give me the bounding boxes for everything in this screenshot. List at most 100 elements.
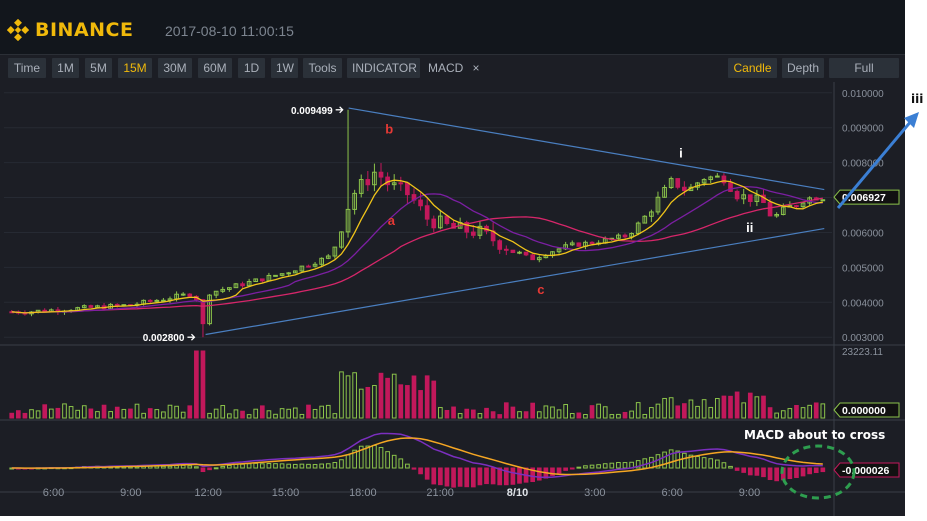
timestamp: 2017-08-10 11:00:15 bbox=[165, 23, 294, 39]
candle-body bbox=[154, 299, 160, 302]
candle-body bbox=[220, 288, 226, 292]
volume-bar bbox=[813, 402, 819, 419]
volume-bar bbox=[721, 395, 727, 419]
candle-body bbox=[497, 240, 503, 250]
volume-bar bbox=[411, 375, 417, 419]
x-tick-label: 8/10 bbox=[507, 487, 528, 499]
macd-histogram-bar bbox=[438, 467, 443, 486]
chart-svg[interactable]: 0.0100000.0090000.0080000.0070000.006000… bbox=[0, 82, 905, 516]
volume-bar bbox=[339, 371, 344, 419]
annotation-arrowhead bbox=[339, 106, 344, 114]
volume-bar bbox=[167, 404, 173, 419]
volume-bar bbox=[741, 402, 747, 419]
interval-1m-button[interactable]: 1M bbox=[52, 58, 79, 78]
volume-bar bbox=[708, 406, 714, 419]
indicator-button[interactable]: INDICATOR bbox=[347, 58, 420, 78]
x-tick-label: 18:00 bbox=[349, 487, 377, 499]
interval-5m-button[interactable]: 5M bbox=[85, 58, 112, 78]
volume-bar bbox=[622, 411, 628, 419]
macd-histogram-bar bbox=[668, 449, 674, 469]
tools-button[interactable]: Tools bbox=[303, 58, 342, 78]
macd-histogram-bar bbox=[405, 463, 410, 469]
depth-button[interactable]: Depth bbox=[782, 58, 824, 78]
macd-histogram-bar bbox=[635, 460, 641, 469]
candle-body bbox=[207, 294, 212, 325]
candle-body bbox=[391, 182, 397, 186]
chart-area[interactable]: 0.0100000.0090000.0080000.0070000.006000… bbox=[0, 82, 905, 516]
candle-button[interactable]: Candle bbox=[728, 58, 777, 78]
volume-bar bbox=[405, 385, 410, 419]
volume-axis-label: 23223.11 bbox=[842, 347, 883, 358]
candle-body bbox=[378, 171, 384, 178]
candle-body bbox=[279, 273, 285, 276]
candle-body bbox=[477, 225, 483, 236]
candle-body bbox=[319, 257, 325, 265]
macd-histogram-bar bbox=[411, 467, 417, 470]
volume-bar bbox=[701, 399, 707, 419]
interval-1w-button[interactable]: 1W bbox=[271, 58, 298, 78]
close-indicator-icon[interactable]: × bbox=[472, 61, 480, 75]
macd-histogram-bar bbox=[332, 462, 338, 469]
volume-bar bbox=[391, 373, 397, 419]
x-tick-label: 12:00 bbox=[194, 487, 222, 499]
volume-bar bbox=[398, 384, 404, 419]
candle-body bbox=[510, 249, 516, 253]
volume-bar bbox=[543, 405, 549, 419]
interval-time-button[interactable]: Time bbox=[8, 58, 46, 78]
x-tick-label: 9:00 bbox=[120, 487, 141, 499]
interval-15m-button[interactable]: 15M bbox=[118, 58, 152, 78]
macd-histogram-bar bbox=[596, 464, 601, 469]
macd-histogram-bar bbox=[200, 467, 206, 473]
volume-bar bbox=[800, 407, 806, 419]
candle-body bbox=[200, 299, 206, 325]
volume-bar bbox=[655, 403, 661, 419]
candle-body bbox=[161, 299, 166, 302]
macd-histogram-bar bbox=[464, 467, 470, 488]
volume-bar bbox=[55, 407, 61, 419]
interval-30m-button[interactable]: 30M bbox=[158, 58, 192, 78]
binance-logo[interactable]: BINANCE bbox=[7, 17, 133, 43]
wave-iii-arrowhead bbox=[904, 112, 919, 128]
volume-bar bbox=[141, 412, 146, 419]
candle-body bbox=[464, 222, 470, 233]
candle-body bbox=[444, 215, 450, 224]
volume-value-tag-box bbox=[833, 402, 900, 418]
x-tick-label: 9:00 bbox=[739, 487, 760, 499]
volume-bar bbox=[101, 404, 107, 419]
candle-body bbox=[246, 281, 252, 287]
volume-bar bbox=[589, 405, 595, 419]
volume-bar bbox=[530, 402, 536, 419]
macd-histogram-bar bbox=[490, 467, 496, 485]
volume-bar bbox=[550, 406, 555, 419]
candle-body bbox=[820, 199, 826, 202]
interval-60m-button[interactable]: 60M bbox=[198, 58, 232, 78]
candle-body bbox=[88, 305, 94, 308]
volume-bar bbox=[444, 409, 450, 419]
candle-body bbox=[721, 175, 727, 184]
candle-body bbox=[629, 233, 634, 238]
full-screen-button[interactable]: Full Screen bbox=[829, 58, 899, 95]
macd-histogram-bar bbox=[273, 463, 278, 469]
volume-bar bbox=[807, 404, 812, 419]
macd-histogram-bar bbox=[820, 467, 826, 473]
volume-bar bbox=[154, 409, 160, 419]
volume-bar bbox=[286, 408, 292, 419]
interval-1d-button[interactable]: 1D bbox=[238, 58, 265, 78]
macd-histogram-bar bbox=[391, 454, 397, 469]
candle-body bbox=[708, 176, 714, 181]
macd-histogram-bar bbox=[682, 452, 687, 469]
volume-bar bbox=[774, 412, 780, 419]
volume-bar bbox=[734, 391, 740, 419]
volume-bar bbox=[325, 404, 331, 419]
volume-bar bbox=[306, 404, 311, 419]
y-tick-label: 0.005000 bbox=[842, 263, 884, 274]
candle-body bbox=[470, 231, 476, 236]
candle-body bbox=[774, 214, 780, 217]
candle-body bbox=[556, 248, 562, 253]
volume-bar bbox=[385, 377, 390, 419]
macd-histogram-bar bbox=[695, 456, 700, 469]
volume-bar bbox=[147, 408, 153, 419]
macd-histogram-bar bbox=[589, 464, 595, 469]
macd-histogram-bar bbox=[714, 459, 720, 469]
volume-bar bbox=[22, 412, 28, 419]
